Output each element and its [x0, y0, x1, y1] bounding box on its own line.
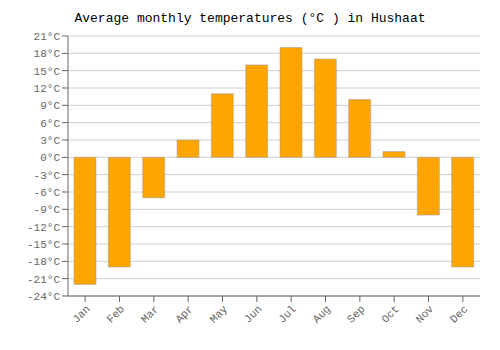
svg-text:Jul: Jul — [276, 303, 298, 325]
svg-text:Dec: Dec — [448, 303, 470, 325]
svg-text:-9°C: -9°C — [34, 204, 61, 216]
svg-text:-12°C: -12°C — [27, 222, 60, 234]
html-text:Average monthly temperatures (: Average monthly temperatures (°C ) in Hu… — [74, 11, 426, 26]
svg-text:12°C: 12°C — [34, 83, 61, 95]
svg-text:18°C: 18°C — [34, 48, 61, 60]
svg-text:-24°C: -24°C — [27, 291, 60, 303]
svg-text:Nov: Nov — [414, 303, 437, 326]
svg-text:9°C: 9°C — [40, 100, 60, 112]
svg-text:Feb: Feb — [105, 303, 127, 325]
svg-text:Sep: Sep — [345, 303, 367, 325]
svg-text:-18°C: -18°C — [27, 256, 60, 268]
svg-text:6°C: 6°C — [40, 118, 60, 130]
svg-text:Aug: Aug — [311, 303, 333, 325]
svg-text:Mar: Mar — [139, 303, 161, 325]
svg-text:May: May — [208, 303, 231, 326]
svg-text:0°C: 0°C — [40, 152, 60, 164]
svg-text:Jan: Jan — [70, 303, 92, 325]
svg-text:-21°C: -21°C — [27, 274, 60, 286]
svg-text:-15°C: -15°C — [27, 239, 60, 251]
svg-text:-3°C: -3°C — [34, 170, 61, 182]
svg-text:-6°C: -6°C — [34, 187, 61, 199]
svg-text:Apr: Apr — [173, 303, 195, 325]
svg-text:Jun: Jun — [242, 303, 264, 325]
svg-text:15°C: 15°C — [34, 66, 61, 78]
svg-text:21°C: 21°C — [34, 31, 61, 43]
svg-text:3°C: 3°C — [40, 135, 60, 147]
svg-text:Oct: Oct — [379, 303, 401, 325]
